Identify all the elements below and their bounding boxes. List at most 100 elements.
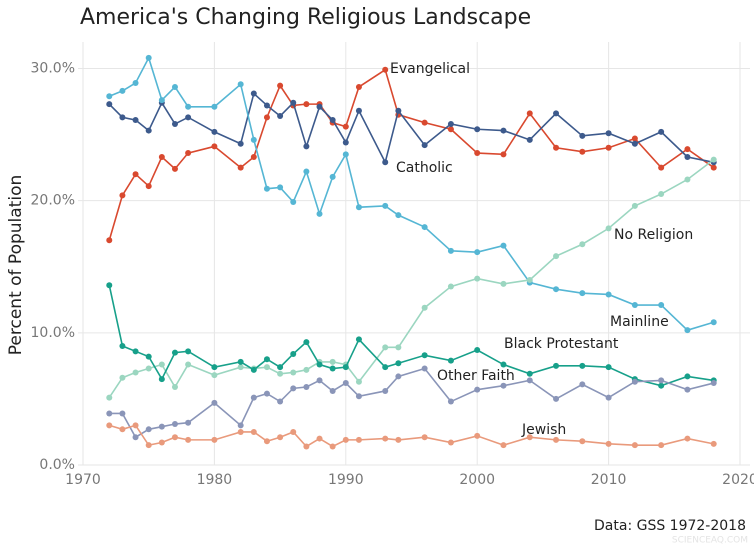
data-point <box>329 116 336 123</box>
data-point <box>329 443 336 450</box>
data-point <box>605 291 612 298</box>
data-point <box>119 343 126 350</box>
data-point <box>474 275 481 282</box>
series-line <box>109 367 714 439</box>
data-point <box>250 136 257 143</box>
data-point <box>132 116 139 123</box>
y-tick-label: 10.0% <box>31 325 75 341</box>
data-point <box>290 369 297 376</box>
data-point <box>250 154 257 161</box>
data-point <box>553 253 560 260</box>
data-point <box>132 79 139 86</box>
data-point <box>171 434 178 441</box>
data-point <box>605 440 612 447</box>
data-point <box>658 191 665 198</box>
data-point <box>237 358 244 365</box>
data-point <box>171 384 178 391</box>
data-point <box>106 422 113 429</box>
data-point <box>684 176 691 183</box>
data-point <box>474 150 481 157</box>
data-point <box>237 164 244 171</box>
data-point <box>382 364 389 371</box>
data-point <box>684 435 691 442</box>
data-point <box>474 126 481 133</box>
data-point <box>579 132 586 139</box>
data-point <box>185 103 192 110</box>
data-point <box>211 364 218 371</box>
data-point <box>395 212 402 219</box>
data-point <box>500 280 507 287</box>
data-point <box>658 128 665 135</box>
x-tick-label: 2020 <box>722 472 754 488</box>
data-point <box>329 173 336 180</box>
data-point <box>185 361 192 368</box>
data-point <box>355 378 362 385</box>
data-point <box>290 198 297 205</box>
y-tick-label: 30.0% <box>31 60 75 76</box>
data-point <box>500 361 507 368</box>
data-point <box>277 113 284 120</box>
data-point <box>421 352 428 359</box>
data-point <box>421 304 428 311</box>
data-point <box>185 348 192 355</box>
series-label: Jewish <box>521 422 566 438</box>
data-point <box>316 361 323 368</box>
data-point <box>250 90 257 97</box>
watermark: SCIENCEAQ.COM <box>672 536 748 545</box>
data-point <box>526 370 533 377</box>
data-point <box>355 393 362 400</box>
data-point <box>290 385 297 392</box>
data-point <box>579 290 586 297</box>
data-point <box>605 394 612 401</box>
data-point <box>119 410 126 417</box>
series-line <box>108 55 714 332</box>
data-point <box>684 154 691 161</box>
data-point <box>277 184 284 191</box>
data-point <box>355 107 362 114</box>
data-point <box>277 398 284 405</box>
data-point <box>211 103 218 110</box>
data-point <box>605 364 612 371</box>
data-point <box>526 110 533 117</box>
caption: Data: GSS 1972-2018 <box>594 518 746 534</box>
data-point <box>171 349 178 356</box>
data-point <box>382 66 389 73</box>
y-tick-label: 20.0% <box>31 193 75 209</box>
data-point <box>355 204 362 211</box>
data-point <box>237 81 244 88</box>
data-point <box>631 378 638 385</box>
data-point <box>303 339 310 346</box>
data-point <box>316 103 323 110</box>
data-point <box>658 164 665 171</box>
data-point <box>526 276 533 283</box>
data-point <box>553 362 560 369</box>
data-point <box>553 436 560 443</box>
data-point <box>263 114 270 121</box>
data-point <box>355 83 362 90</box>
data-point <box>185 150 192 157</box>
data-point <box>579 362 586 369</box>
data-point <box>447 283 454 290</box>
data-point <box>421 434 428 441</box>
y-axis-label: Percent of Population <box>6 175 26 355</box>
data-point <box>119 374 126 381</box>
data-point <box>526 377 533 384</box>
data-point <box>171 83 178 90</box>
series-label: Mainline <box>610 314 669 330</box>
data-point <box>526 136 533 143</box>
data-point <box>355 436 362 443</box>
series-line <box>109 424 714 448</box>
data-point <box>658 442 665 449</box>
data-point <box>631 442 638 449</box>
data-point <box>237 428 244 435</box>
data-point <box>474 346 481 353</box>
data-point <box>382 387 389 394</box>
data-point <box>132 171 139 178</box>
data-point <box>553 110 560 117</box>
series-label: No Religion <box>614 227 693 243</box>
data-point <box>158 97 165 104</box>
data-point <box>631 135 638 142</box>
data-point <box>316 435 323 442</box>
data-point <box>500 127 507 134</box>
data-point <box>474 386 481 393</box>
